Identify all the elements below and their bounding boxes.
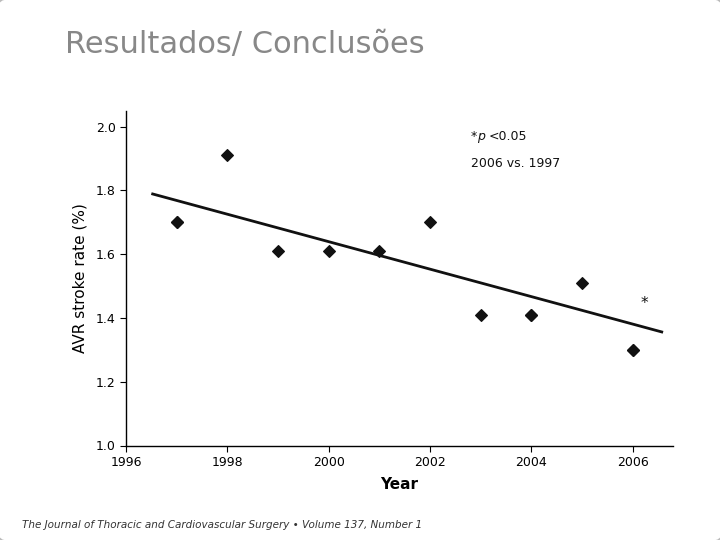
- Point: [475, 310, 487, 319]
- Text: <0.05: <0.05: [488, 130, 527, 143]
- Point: [272, 247, 284, 255]
- Point: [171, 218, 182, 227]
- Text: *: *: [640, 296, 648, 311]
- Point: [374, 247, 385, 255]
- Point: [171, 218, 182, 227]
- Point: [627, 346, 639, 354]
- Point: [526, 310, 537, 319]
- Y-axis label: AVR stroke rate (%): AVR stroke rate (%): [73, 203, 87, 353]
- Text: *: *: [471, 130, 481, 143]
- Text: p: p: [477, 130, 485, 143]
- Point: [627, 346, 639, 354]
- X-axis label: Year: Year: [381, 477, 418, 492]
- Point: [424, 218, 436, 227]
- Text: 2006 vs. 1997: 2006 vs. 1997: [471, 157, 559, 170]
- Point: [526, 310, 537, 319]
- Point: [323, 247, 334, 255]
- Text: Resultados/ Conclusões: Resultados/ Conclusões: [65, 30, 424, 59]
- Text: The Journal of Thoracic and Cardiovascular Surgery • Volume 137, Number 1: The Journal of Thoracic and Cardiovascul…: [22, 520, 422, 530]
- Point: [576, 279, 588, 287]
- Point: [222, 151, 233, 160]
